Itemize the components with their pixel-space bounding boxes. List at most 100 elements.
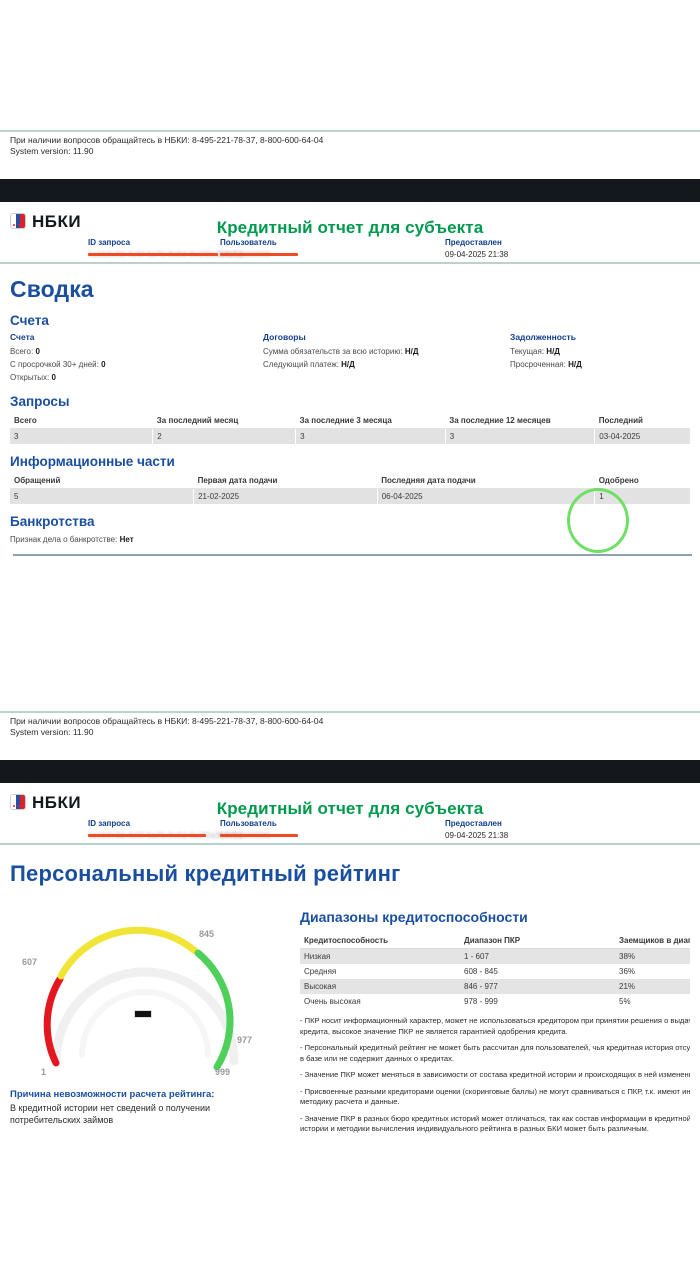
redaction-bar [220,253,298,256]
table-cell: 846 - 977 [460,979,615,994]
accounts-col1-title: Счета [10,332,35,342]
accounts-column-debt: Задолженность Текущая: Н/Д Просроченная:… [510,332,690,384]
bankruptcy-value: Нет [119,535,134,544]
page-footer-1: При наличии вопросов обращайтесь в НБКИ:… [0,132,700,157]
table-cell: 1 - 607 [460,948,615,964]
footer-divider-2 [0,711,700,713]
page-gap-1 [0,157,700,179]
table-cell: 36% [619,967,636,976]
meta-user-label: Пользователь [220,819,277,828]
nbki-flag-logo-icon [10,213,26,229]
gauge-tick-845: 845 [199,929,215,939]
kv-value: Н/Д [341,360,355,369]
table-header-row: Всего За последний месяц За последние 3 … [10,413,690,429]
table-header-row: Кредитоспособность Диапазон ПКР Заемщико… [300,933,690,949]
kv-row: Текущая: Н/Д [510,345,690,358]
table-cell: 06-04-2025 [377,488,596,504]
column-header-approved: Одобрено [594,473,690,489]
kv-label: Просроченная: [510,360,566,369]
note-item: - ПКР носит информационный характер, мож… [300,1016,690,1036]
table-cell: 5 [10,488,195,504]
page-two-tail [0,556,700,711]
meta-provided-label: Предоставлен [445,238,502,247]
gauge-panel: 1 607 845 977 999 Причина невозможности … [10,895,290,1141]
credit-score-gauge: 1 607 845 977 999 [10,895,280,1085]
note-item: - Значение ПКР в разных бюро кредитных и… [300,1113,690,1134]
kv-row: Всего: 0 [10,345,263,358]
meta-request-id-redacted-value: 1a1b2c3d-4e5f-6a7b-8c9d-0e1f2a3b4c5d [88,831,242,842]
table-cell: Очень высокая [304,997,361,1006]
bankruptcy-flag-row: Признак дела о банкротстве: Нет [10,535,690,544]
accounts-column-contracts: Договоры Сумма обязательств за всю истор… [263,332,510,384]
accounts-column-accounts: Счета Всего: 0 С просрочкой 30+ дней: 0 … [10,332,263,384]
accounts-grid: Счета Всего: 0 С просрочкой 30+ дней: 0 … [10,332,690,384]
table-cell: 978 - 999 [464,997,498,1006]
note-item: - Персональный кредитный рейтинг не може… [300,1043,690,1063]
gauge-tick-1: 1 [41,1067,47,1077]
requests-table: Всего За последний месяц За последние 3 … [10,413,690,444]
kv-label: Сумма обязательств за всю историю: [263,347,403,356]
table-cell: 03-04-2025 [594,428,690,444]
meta-provided-value: 09-04-2025 21:38 [445,831,509,840]
column-header: Всего [10,413,153,429]
meta-request-id: ID запроса 1a1b2c3d-4e5f-6a7b-8c9d-0e1f2… [10,819,242,843]
gauge-svg [43,926,239,1071]
meta-user-label: Пользователь [220,238,277,247]
page-separator-band-1 [0,179,700,202]
ranges-heading: Диапазоны кредитоспособности [300,909,528,925]
report-title: Кредитный отчет для субъекта [216,799,484,818]
kv-row: С просрочкой 30+ дней: 0 [10,358,263,371]
note-item: - Значение ПКР может меняться в зависимо… [300,1070,690,1079]
table-cell: 38% [615,948,690,964]
footer-contact-line: При наличии вопросов обращайтесь в НБКИ:… [10,716,324,726]
table-row: Низкая 1 - 607 38% [300,948,690,964]
gauge-tick-999: 999 [215,1067,231,1077]
meta-user: Пользователь 00001100000 [220,238,445,262]
info-parts-table: Обращений Первая дата подачи Последняя д… [10,473,690,504]
report-header-summary: НБКИ Кредитный отчет для субъекта ID зап… [0,202,700,262]
footer-version-line: System version: 11.90 [10,727,94,737]
table-cell: 2 [152,428,297,444]
meta-request-id-label: ID запроса [88,819,131,828]
reason-title: Причина невозможности расчета рейтинга: [10,1089,215,1100]
column-header: Диапазон ПКР [460,933,615,949]
info-parts-section-heading: Информационные части [10,454,175,469]
meta-request-id-redacted-value: 1a1b2c3d-4e5f-6a7b-8c9d-0e1f2a3b4c5d [88,250,242,261]
gauge-score-value [134,1010,152,1018]
table-header-row: Обращений Первая дата подачи Последняя д… [10,473,690,489]
gauge-tick-607: 607 [22,957,38,967]
meta-provided-value: 09-04-2025 21:38 [445,250,509,259]
kv-value: Н/Д [546,347,560,356]
footer-contact-line: При наличии вопросов обращайтесь в НБКИ:… [10,135,324,145]
page-footer-2: При наличии вопросов обращайтесь в НБКИ:… [0,713,700,738]
footer-version-line: System version: 11.90 [10,146,94,156]
table-cell: Средняя [304,967,337,976]
kv-value: 0 [101,360,106,369]
meta-user: Пользователь 00001100000 [220,819,445,843]
page-one-tail [0,0,700,130]
nbki-flag-logo-icon [10,794,26,810]
reason-text: В кредитной истории нет сведений о получ… [10,1103,210,1125]
column-header: Заемщиков в диапазоне [615,933,690,949]
meta-user-redacted-value: 00001100000 [220,250,445,261]
table-cell: 21% [615,979,690,994]
brand-name: НБКИ [32,792,82,812]
page-separator-band-2 [0,760,700,783]
kv-label: Следующий платеж: [263,360,339,369]
kv-row: Просроченная: Н/Д [510,358,690,371]
table-cell: Высокая [300,979,460,994]
bankruptcy-label: Признак дела о банкротстве: [10,535,118,544]
column-header: За последние 12 месяцев [445,413,595,429]
rating-page-title: Персональный кредитный рейтинг [10,861,401,886]
kv-label: Всего: [10,347,34,356]
kv-row: Сумма обязательств за всю историю: Н/Д [263,345,510,358]
meta-request-id-label: ID запроса [88,238,131,247]
report-title: Кредитный отчет для субъекта [216,218,484,237]
kv-row: Открытых: 0 [10,371,263,384]
requests-section-heading: Запросы [10,394,70,409]
redaction-bar [88,253,218,256]
table-row: Средняя 608 - 845 36% [300,964,690,979]
report-meta-row: ID запроса 1a1b2c3d-4e5f-6a7b-8c9d-0e1f2… [10,819,690,843]
meta-provided: Предоставлен 09-04-2025 21:38 [445,819,645,843]
table-cell: 21-02-2025 [193,488,378,504]
